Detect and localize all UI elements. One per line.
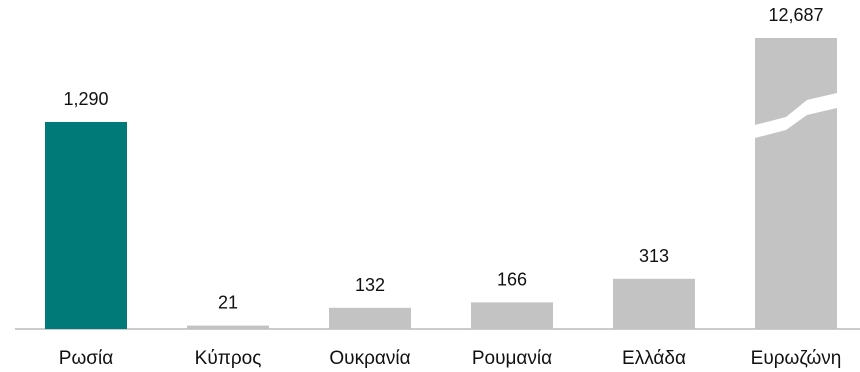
- bar-κυπρος: [187, 325, 269, 329]
- value-label-ρωσια: 1,290: [63, 89, 108, 109]
- category-label-κυπρος: Κύπρος: [195, 348, 262, 369]
- value-label-ουκρανια: 132: [355, 275, 385, 295]
- bar-ευρωζωνη: [755, 38, 837, 329]
- value-label-ρουμανια: 166: [497, 269, 527, 289]
- bar-ρουμανια: [471, 302, 553, 329]
- category-label-ελλαδα: Ελλάδα: [622, 348, 686, 369]
- category-label-ουκρανια: Ουκρανία: [329, 348, 410, 369]
- value-label-ευρωζωνη: 12,687: [768, 5, 823, 25]
- value-label-κυπρος: 21: [218, 293, 238, 313]
- category-label-ρωσια: Ρωσία: [59, 348, 113, 369]
- category-label-ρουμανια: Ρουμανία: [472, 348, 552, 369]
- category-label-ευρωζωνη: Ευρωζώνη: [751, 348, 842, 369]
- bar-ουκρανια: [329, 307, 411, 329]
- bars-layer: [45, 38, 837, 329]
- bar-ρωσια: [45, 122, 127, 329]
- value-label-ελλαδα: 313: [639, 246, 669, 266]
- bar-ελλαδα: [613, 278, 695, 329]
- labels-layer: 1,290 Ρωσία 21 Κύπρος 132 Ουκρανία 166 Ρουμανία…: [59, 5, 842, 369]
